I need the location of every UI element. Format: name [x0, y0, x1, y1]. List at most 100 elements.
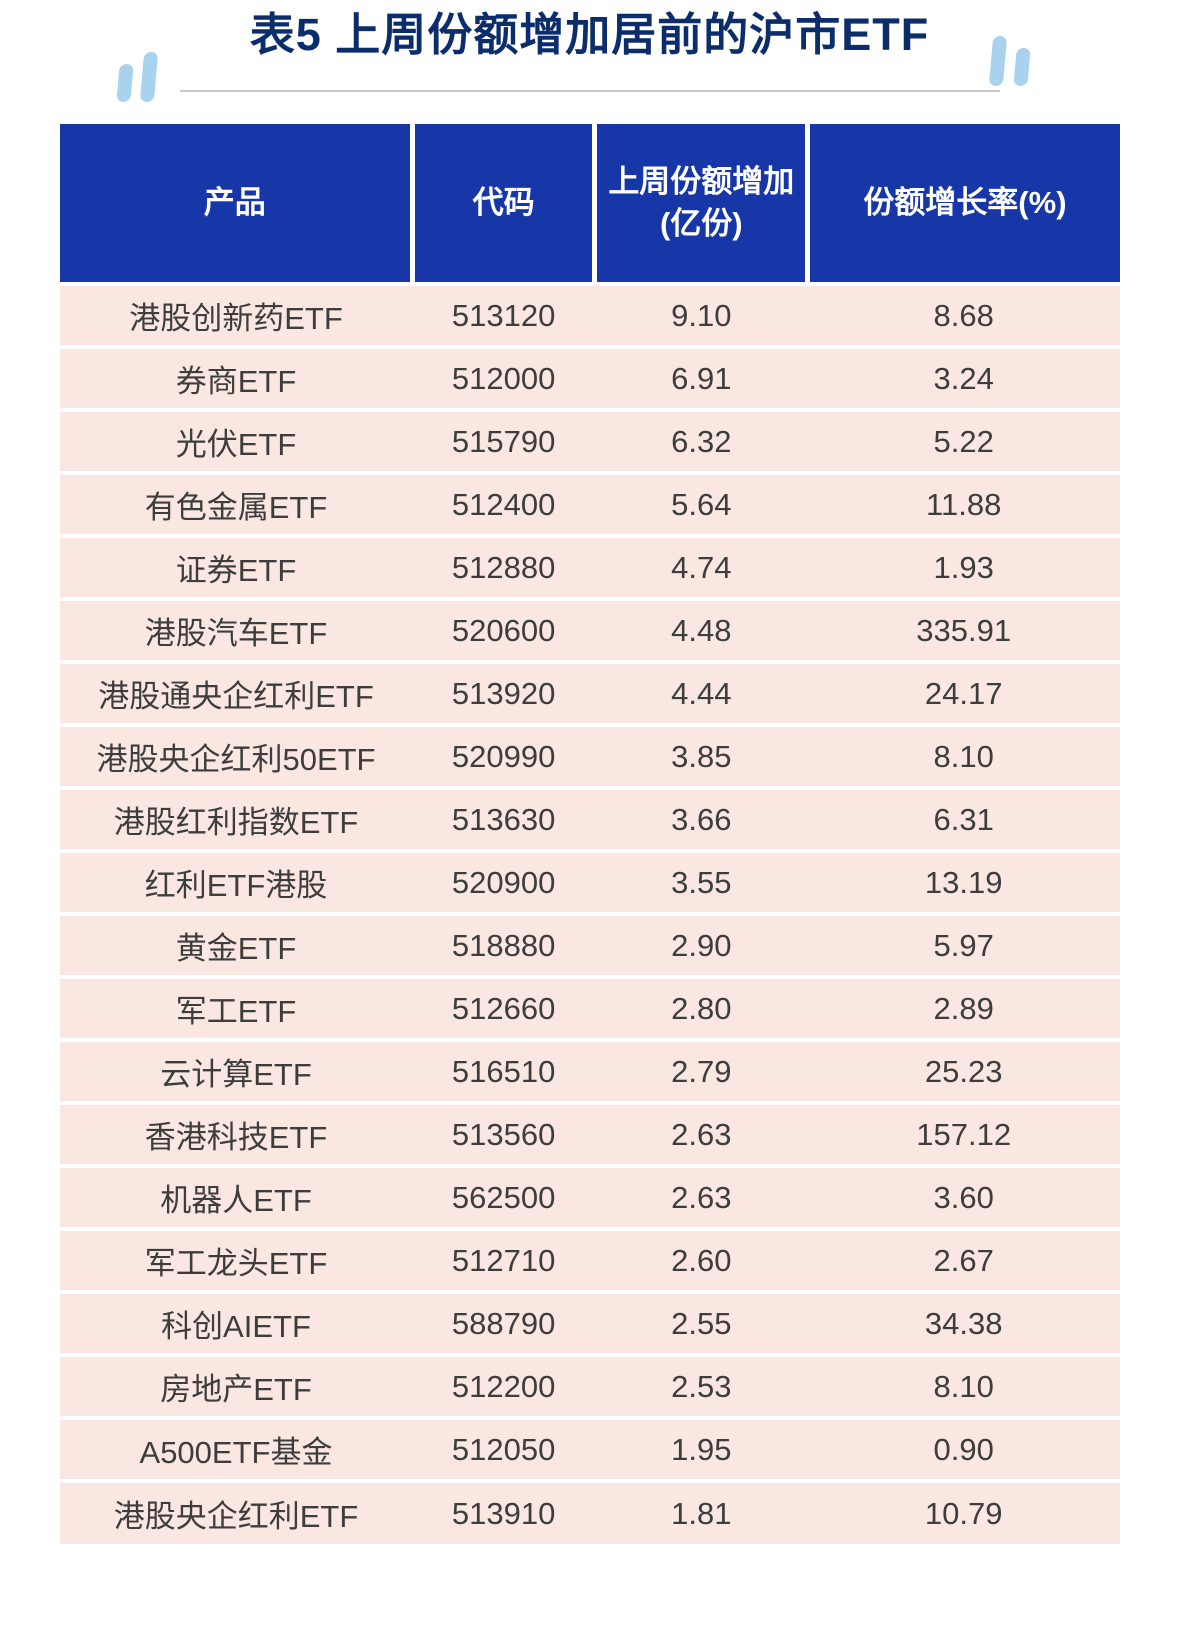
table-row: 券商ETF 512000 6.91 3.24 [59, 345, 1120, 410]
table-title: 表5 上周份额增加居前的沪市ETF [249, 9, 930, 60]
table-row: 港股央企红利50ETF 520990 3.85 8.10 [59, 723, 1120, 788]
share-increase-cell: 2.90 [594, 912, 808, 977]
growth-rate-cell: 13.19 [807, 849, 1120, 914]
growth-rate-cell: 157.12 [807, 1101, 1120, 1166]
table-header: 产品 代码 上周份额增加 (亿份) 份额增长率(%) [59, 124, 1120, 284]
code-cell: 512880 [412, 534, 595, 599]
table-row: 港股央企红利ETF 513910 1.81 10.79 [59, 1479, 1120, 1544]
code-cell: 518880 [412, 912, 595, 977]
etf-table: 产品 代码 上周份额增加 (亿份) 份额增长率(%) 港股创新药ETF 51312… [59, 124, 1120, 1544]
table-row: 港股汽车ETF 520600 4.48 335.91 [59, 597, 1120, 662]
share-increase-cell: 3.85 [594, 723, 808, 788]
growth-rate-cell: 3.24 [807, 345, 1120, 410]
table-row: 云计算ETF 516510 2.79 25.23 [59, 1038, 1120, 1103]
share-increase-cell: 2.53 [594, 1353, 808, 1418]
code-cell: 513910 [412, 1479, 595, 1544]
product-cell: 光伏ETF [59, 408, 413, 473]
header-product: 产品 [59, 124, 413, 284]
code-cell: 515790 [412, 408, 595, 473]
growth-rate-cell: 11.88 [807, 471, 1120, 536]
table-row: 港股创新药ETF 513120 9.10 8.68 [59, 282, 1120, 347]
header-code: 代码 [409, 124, 595, 284]
product-cell: A500ETF基金 [59, 1416, 413, 1481]
table-row: 黄金ETF 518880 2.90 5.97 [59, 912, 1120, 977]
code-cell: 512050 [412, 1416, 595, 1481]
share-increase-cell: 4.74 [594, 534, 808, 599]
growth-rate-cell: 8.68 [807, 282, 1120, 347]
product-cell: 港股红利指数ETF [59, 786, 413, 851]
code-cell: 516510 [412, 1038, 595, 1103]
growth-rate-cell: 5.22 [807, 408, 1120, 473]
share-increase-cell: 2.63 [594, 1164, 808, 1229]
table-title-section: 表5 上周份额增加居前的沪市ETF [0, 0, 1179, 102]
header-row: 产品 代码 上周份额增加 (亿份) 份额增长率(%) [59, 124, 1120, 284]
share-increase-cell: 6.32 [594, 408, 808, 473]
growth-rate-cell: 24.17 [807, 660, 1120, 725]
title-underline [179, 90, 1000, 92]
code-cell: 588790 [412, 1290, 595, 1355]
product-cell: 港股创新药ETF [59, 282, 413, 347]
product-cell: 有色金属ETF [59, 471, 413, 536]
code-cell: 520900 [412, 849, 595, 914]
code-cell: 520600 [412, 597, 595, 662]
growth-rate-cell: 335.91 [807, 597, 1120, 662]
code-cell: 513560 [412, 1101, 595, 1166]
table-row: 机器人ETF 562500 2.63 3.60 [59, 1164, 1120, 1229]
growth-rate-cell: 8.10 [807, 723, 1120, 788]
table-row: 红利ETF港股 520900 3.55 13.19 [59, 849, 1120, 914]
code-cell: 562500 [412, 1164, 595, 1229]
product-cell: 黄金ETF [59, 912, 413, 977]
share-increase-cell: 2.60 [594, 1227, 808, 1292]
code-cell: 512710 [412, 1227, 595, 1292]
product-cell: 香港科技ETF [59, 1101, 413, 1166]
growth-rate-cell: 34.38 [807, 1290, 1120, 1355]
share-increase-cell: 1.95 [594, 1416, 808, 1481]
growth-rate-cell: 8.10 [807, 1353, 1120, 1418]
growth-rate-cell: 2.67 [807, 1227, 1120, 1292]
growth-rate-cell: 25.23 [807, 1038, 1120, 1103]
table-row: 军工ETF 512660 2.80 2.89 [59, 975, 1120, 1040]
share-increase-cell: 4.48 [594, 597, 808, 662]
share-increase-cell: 2.79 [594, 1038, 808, 1103]
product-cell: 云计算ETF [59, 1038, 413, 1103]
product-cell: 券商ETF [59, 345, 413, 410]
product-cell: 港股通央企红利ETF [59, 660, 413, 725]
share-increase-cell: 3.66 [594, 786, 808, 851]
product-cell: 港股央企红利50ETF [59, 723, 413, 788]
left-quote-decoration-icon [116, 52, 159, 102]
share-increase-cell: 2.55 [594, 1290, 808, 1355]
product-cell: 军工龙头ETF [59, 1227, 413, 1292]
header-share-increase: 上周份额增加 (亿份) [592, 124, 808, 284]
product-cell: 红利ETF港股 [59, 849, 413, 914]
product-cell: 科创AIETF [59, 1290, 413, 1355]
product-cell: 军工ETF [59, 975, 413, 1040]
table-row: 科创AIETF 588790 2.55 34.38 [59, 1290, 1120, 1355]
growth-rate-cell: 6.31 [807, 786, 1120, 851]
code-cell: 513630 [412, 786, 595, 851]
table-row: 港股通央企红利ETF 513920 4.44 24.17 [59, 660, 1120, 725]
share-increase-cell: 5.64 [594, 471, 808, 536]
table-row: 香港科技ETF 513560 2.63 157.12 [59, 1101, 1120, 1166]
code-cell: 512000 [412, 345, 595, 410]
table-body: 港股创新药ETF 513120 9.10 8.68 券商ETF 512000 6.91 3.2… [59, 282, 1120, 1544]
product-cell: 港股汽车ETF [59, 597, 413, 662]
table-row: 有色金属ETF 512400 5.64 11.88 [59, 471, 1120, 536]
code-cell: 512400 [412, 471, 595, 536]
share-increase-cell: 2.80 [594, 975, 808, 1040]
code-cell: 512200 [412, 1353, 595, 1418]
growth-rate-cell: 2.89 [807, 975, 1120, 1040]
product-cell: 证券ETF [59, 534, 413, 599]
growth-rate-cell: 1.93 [807, 534, 1120, 599]
table-row: 港股红利指数ETF 513630 3.66 6.31 [59, 786, 1120, 851]
code-cell: 520990 [412, 723, 595, 788]
share-increase-cell: 1.81 [594, 1479, 808, 1544]
product-cell: 房地产ETF [59, 1353, 413, 1418]
product-cell: 港股央企红利ETF [59, 1479, 413, 1544]
product-cell: 机器人ETF [59, 1164, 413, 1229]
code-cell: 513120 [412, 282, 595, 347]
table-row: 证券ETF 512880 4.74 1.93 [59, 534, 1120, 599]
growth-rate-cell: 0.90 [807, 1416, 1120, 1481]
table-row: A500ETF基金 512050 1.95 0.90 [59, 1416, 1120, 1481]
share-increase-cell: 4.44 [594, 660, 808, 725]
